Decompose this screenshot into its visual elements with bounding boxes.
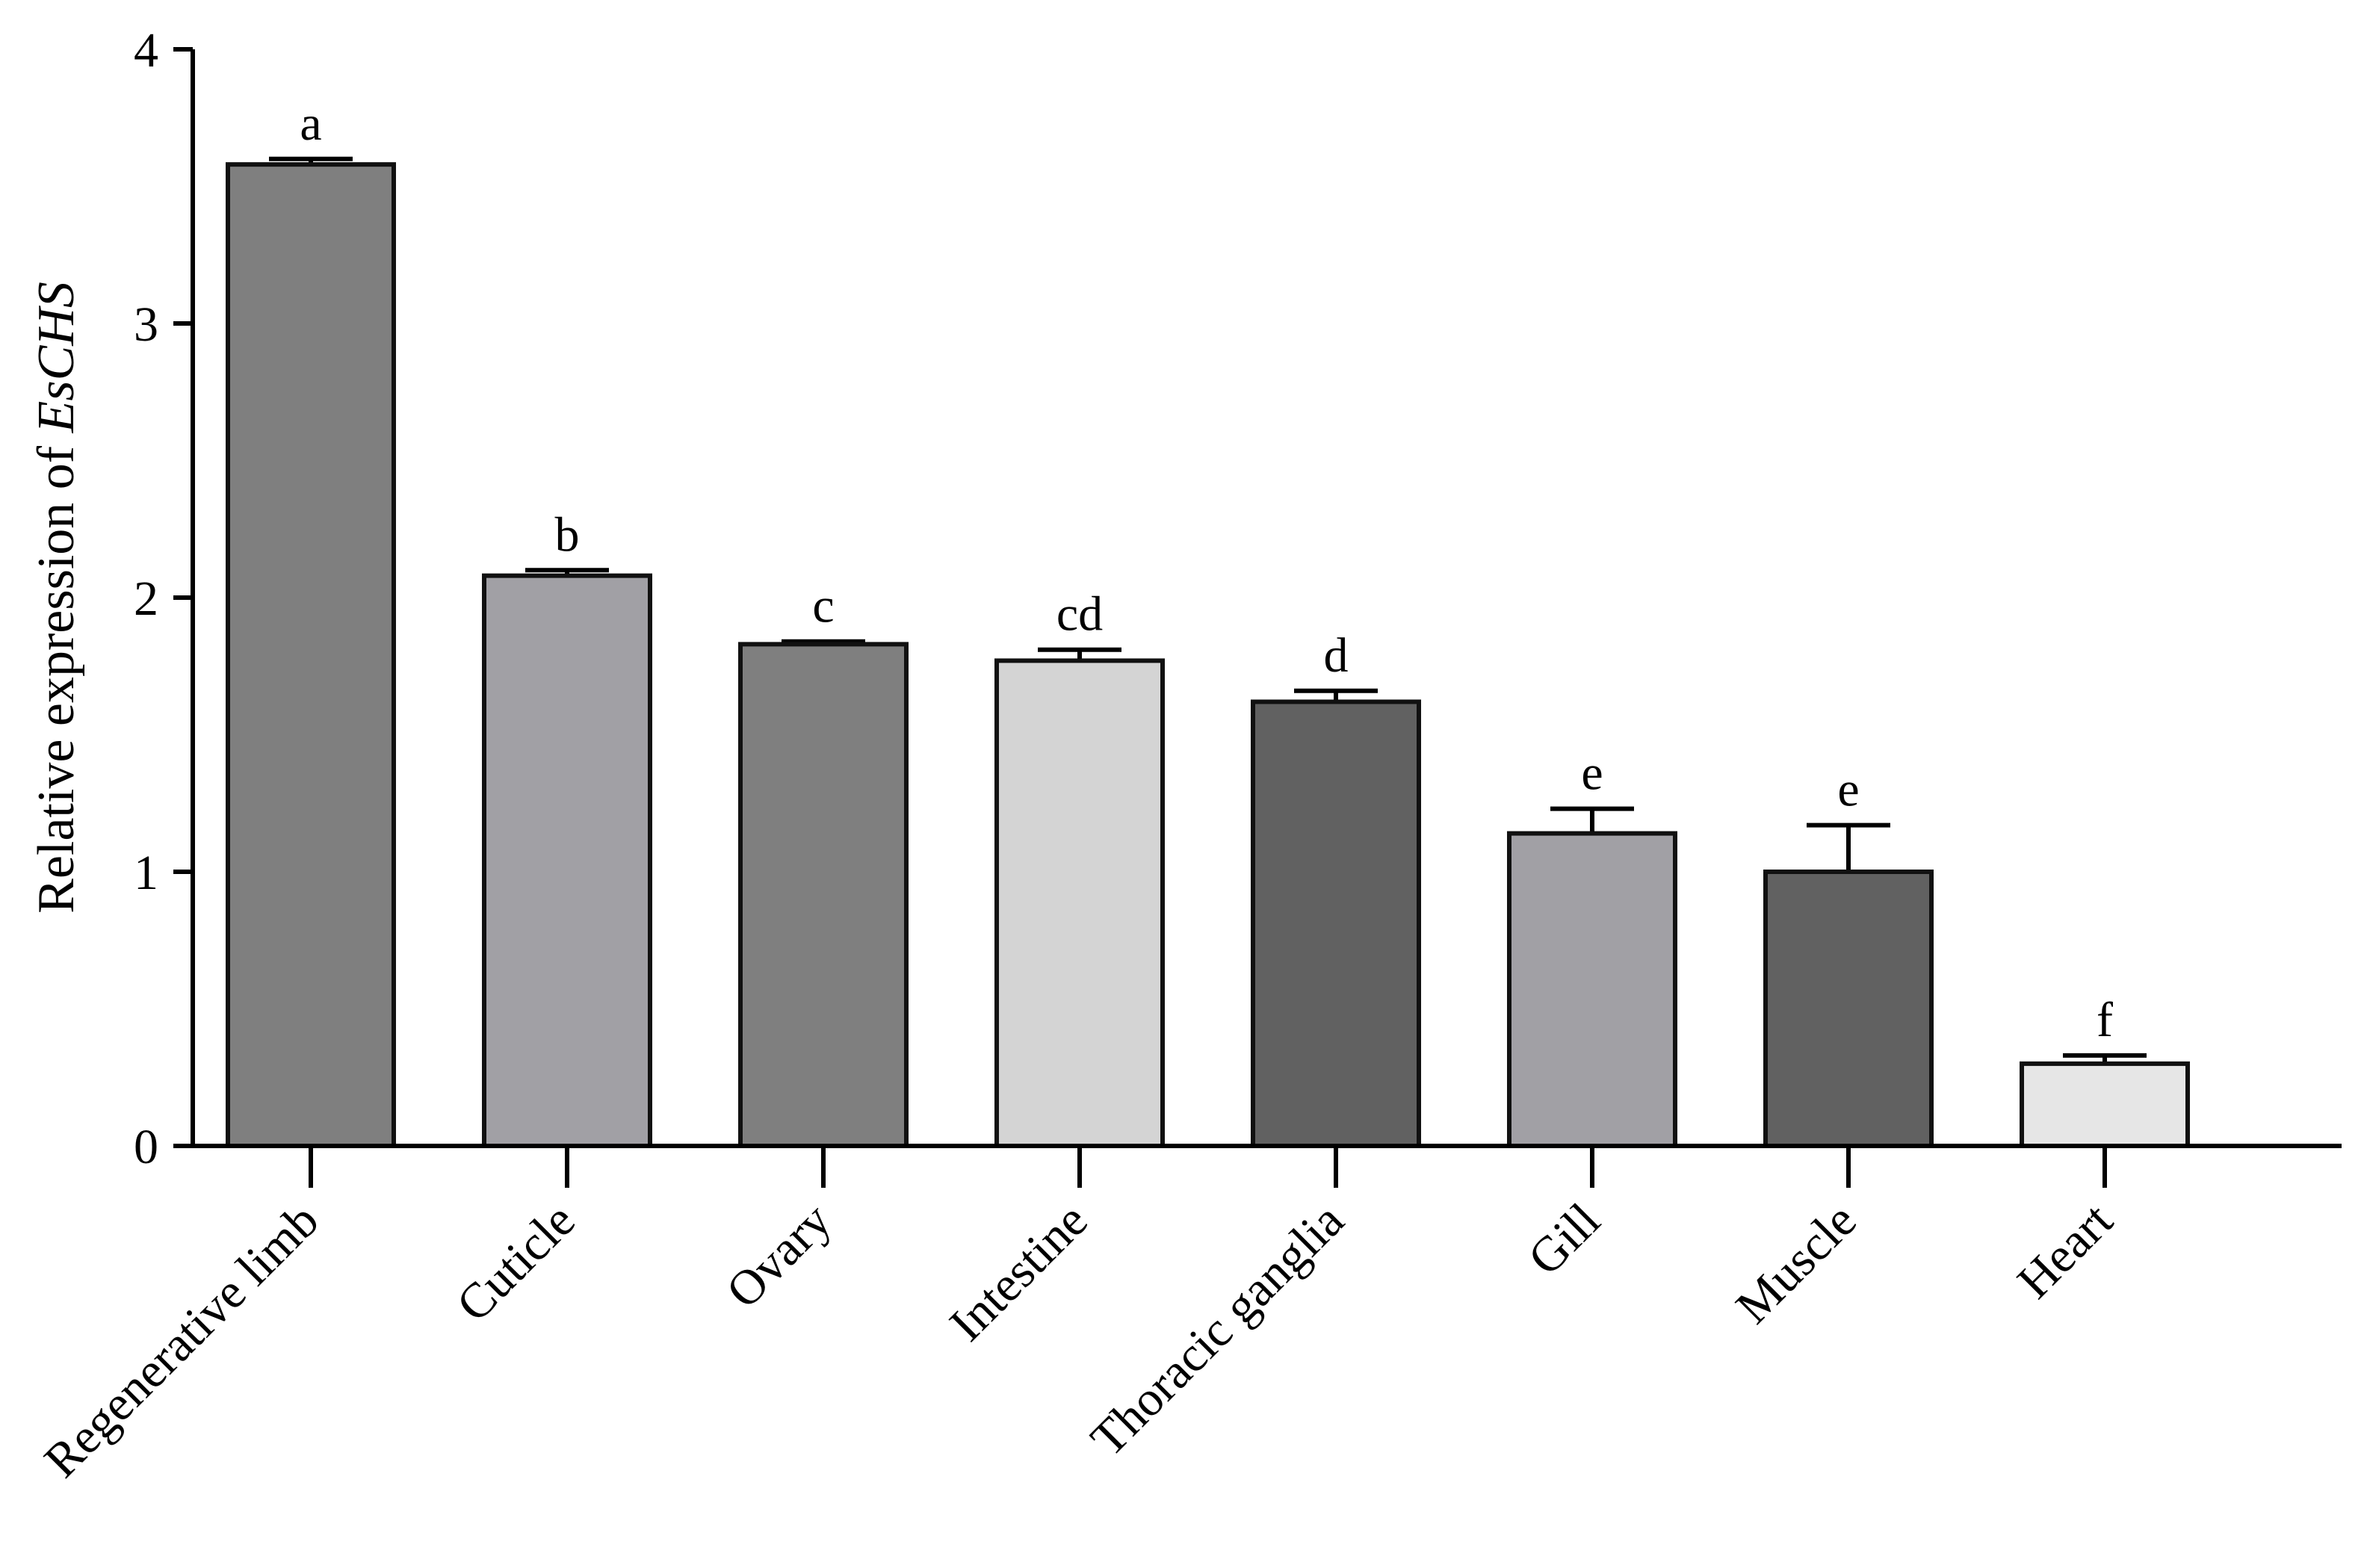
bar-gill xyxy=(1507,831,1677,1148)
significance-label: b xyxy=(555,507,580,562)
y-ticks: 0 1 2 3 4 xyxy=(134,23,193,1174)
y-tick-label: 4 xyxy=(134,23,158,78)
x-tick-label: Intestine xyxy=(939,1193,1098,1351)
x-ticks: Regenerative limb Cuticle Ovary IntestineTh… xyxy=(34,1146,2123,1488)
significance-label: c xyxy=(812,579,834,633)
significance-label: a xyxy=(300,96,321,151)
significance-label: d xyxy=(1324,628,1349,683)
x-tick-label: Heart xyxy=(2007,1193,2123,1309)
x-tick-label: Gill xyxy=(1517,1193,1610,1286)
x-tick-label: Muscle xyxy=(1726,1193,1867,1334)
y-tick-label: 2 xyxy=(134,571,158,626)
y-axis-title: Relative expression of EsCHS xyxy=(28,282,85,914)
significance-label: f xyxy=(2097,993,2113,1047)
bars-layer: a b c cd d e e f xyxy=(226,96,2190,1149)
bar-intestine xyxy=(994,658,1165,1148)
y-tick-label: 0 xyxy=(134,1120,158,1174)
x-tick-label: Thoracic ganglia xyxy=(1080,1193,1354,1466)
bar-cuticle xyxy=(482,573,652,1148)
bar-muscle xyxy=(1763,870,1934,1148)
y-tick-label: 1 xyxy=(134,846,158,900)
x-tick-label: Cuticle xyxy=(446,1193,585,1332)
significance-label: cd xyxy=(1056,587,1103,642)
bar-ovary xyxy=(738,642,909,1148)
y-tick-label: 3 xyxy=(134,297,158,352)
bar-thoracic-ganglia xyxy=(1251,699,1421,1148)
x-tick-label: Ovary xyxy=(716,1193,841,1318)
y-axis-title-gene: EsCHS xyxy=(28,282,85,433)
x-tick-label: Regenerative limb xyxy=(34,1193,329,1488)
significance-label: e xyxy=(1837,763,1859,817)
significance-label: e xyxy=(1581,746,1603,801)
bar-regenerative-limb xyxy=(226,162,396,1148)
bar-heart xyxy=(2020,1061,2190,1149)
y-axis-title-prefix: Relative expression of xyxy=(28,433,85,913)
